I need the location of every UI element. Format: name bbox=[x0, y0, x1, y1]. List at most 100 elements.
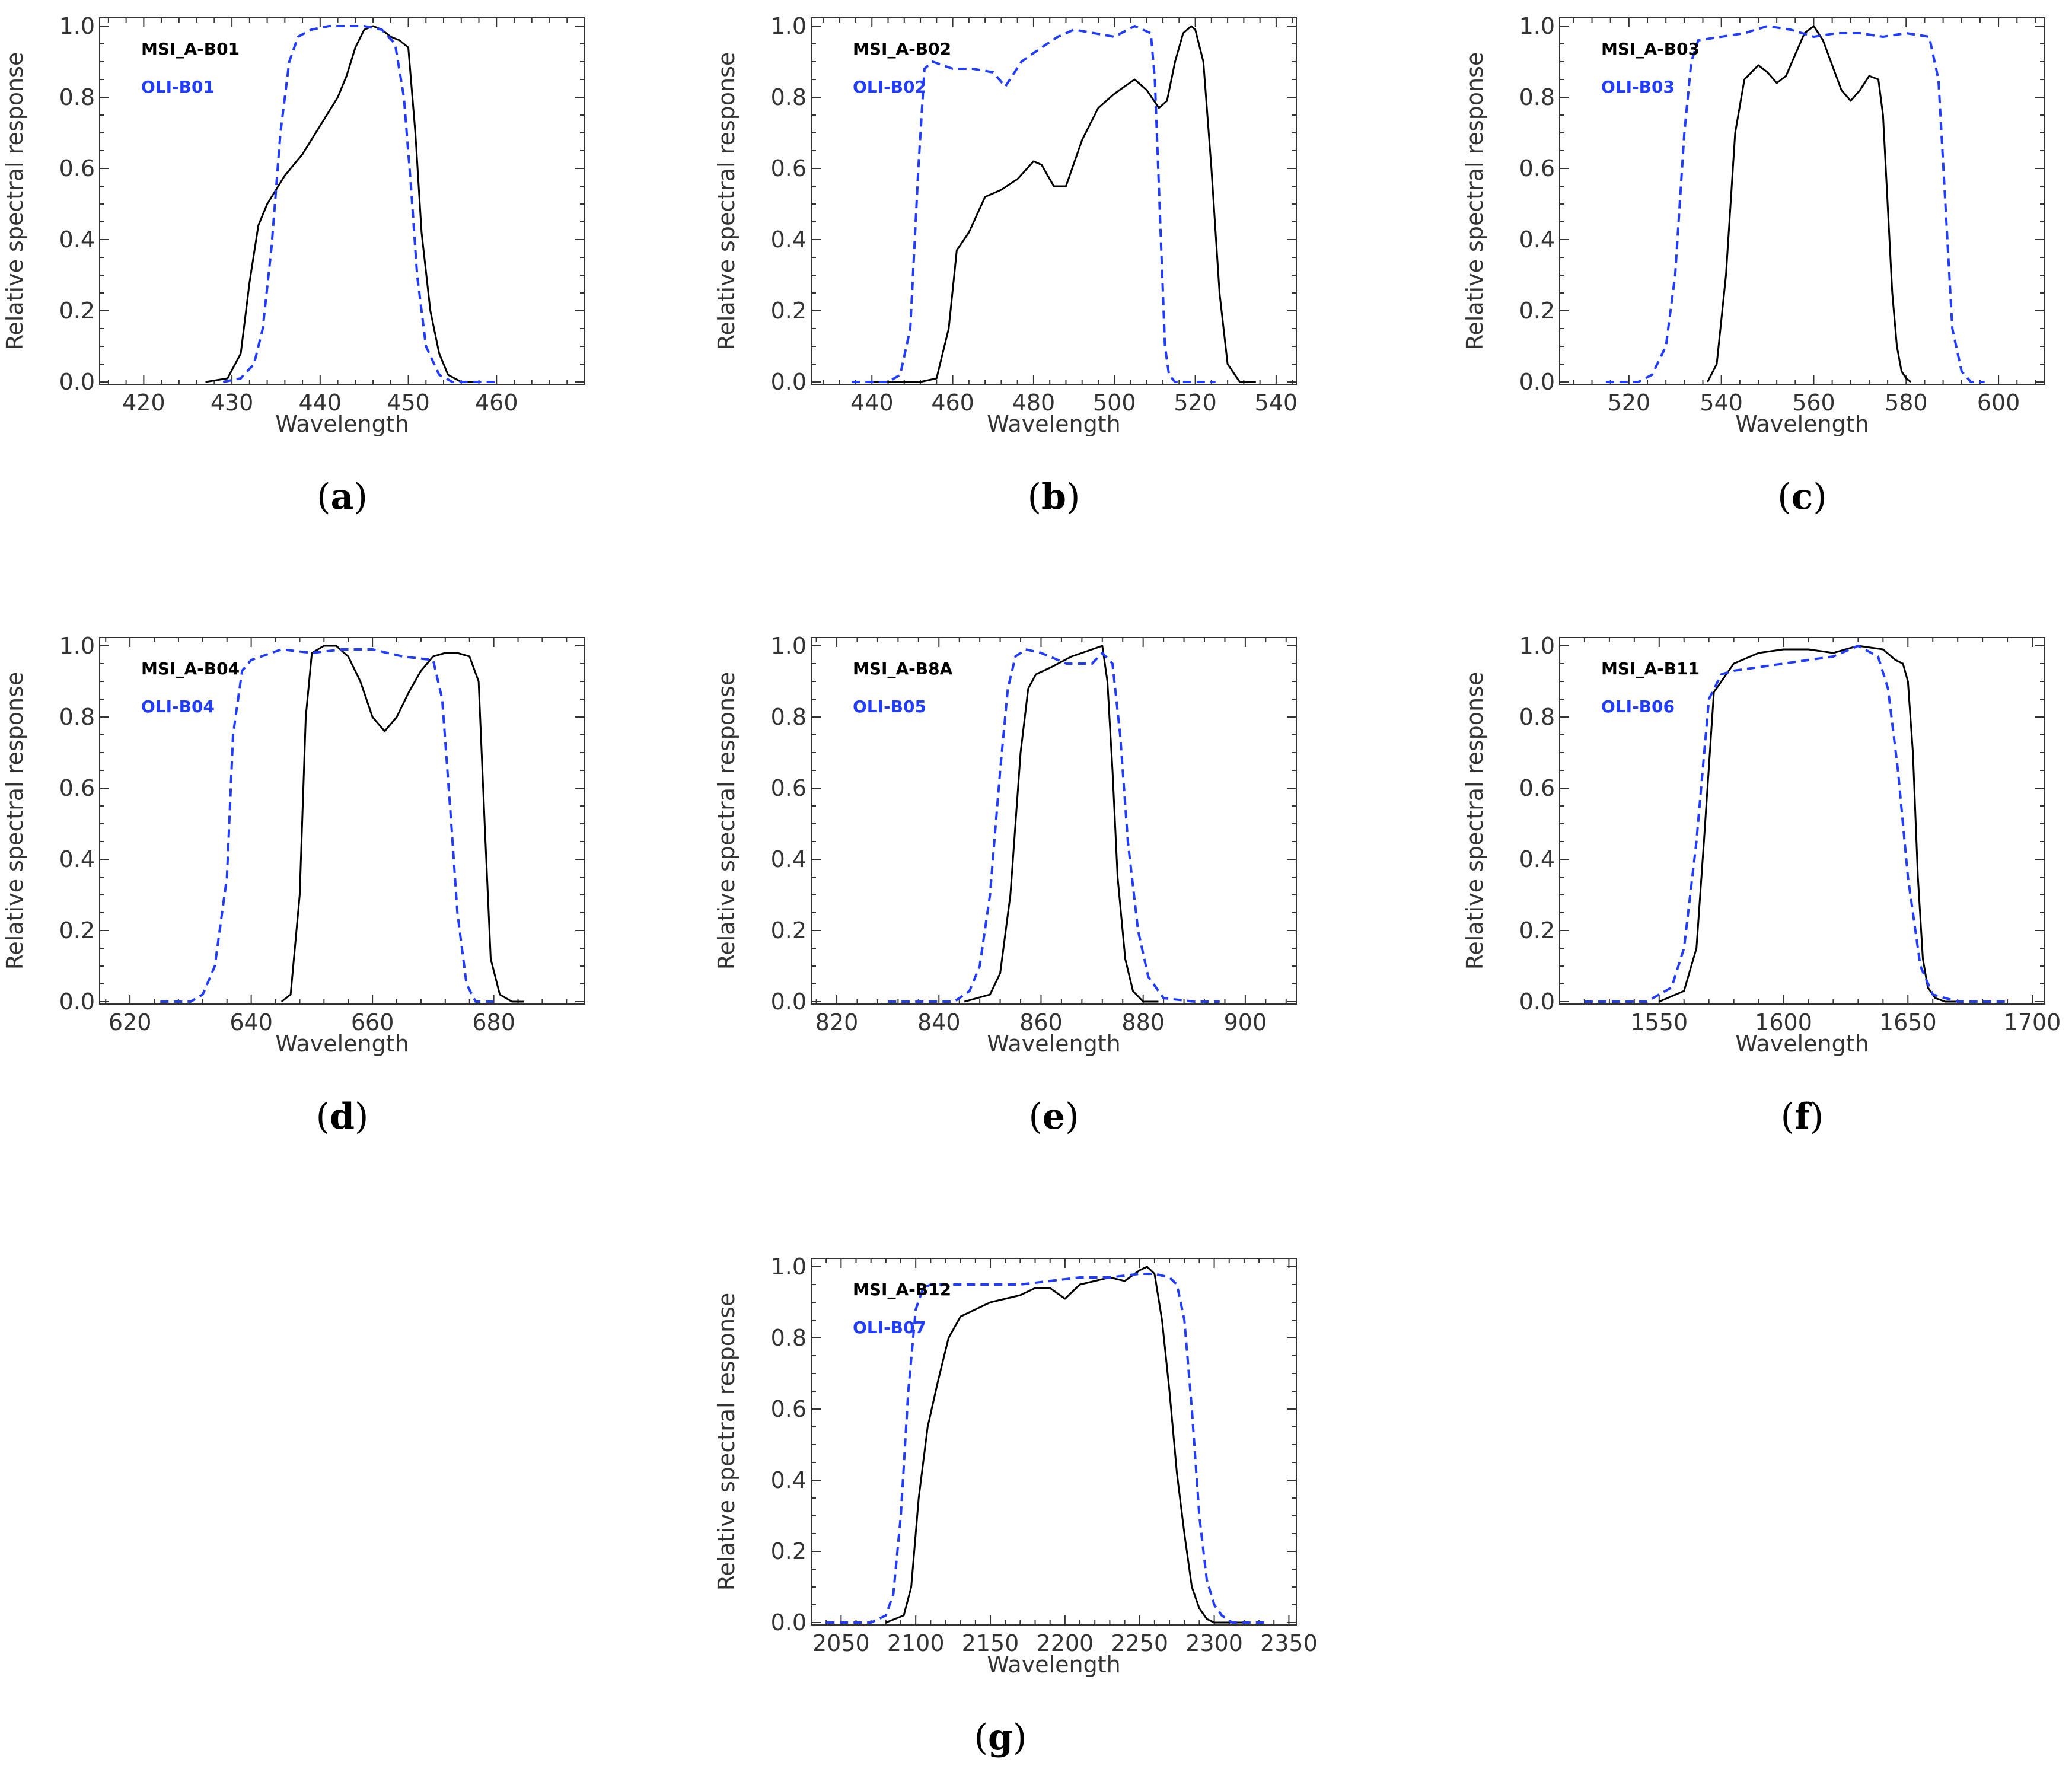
x-tick-label: 450 bbox=[387, 390, 430, 416]
series-line-msi-a-b12 bbox=[885, 1266, 1244, 1624]
series-line-oli-b06 bbox=[1584, 645, 2008, 1003]
y-tick-label: 0.2 bbox=[59, 298, 95, 324]
plot-frame bbox=[811, 637, 1297, 1005]
legend-label: OLI-B03 bbox=[1601, 77, 1675, 97]
x-tick-label: 880 bbox=[1121, 1009, 1165, 1035]
x-tick-label: 680 bbox=[472, 1009, 515, 1035]
y-tick-label: 0.8 bbox=[771, 84, 807, 110]
y-tick-label: 0.0 bbox=[59, 989, 95, 1015]
y-tick-label: 0.8 bbox=[1519, 84, 1555, 110]
chart-panel-e: 820 840 860 880 900 0.0 0.2 0.4 0.6 0.8 1.0 Wavelen… bbox=[713, 633, 1297, 1137]
chart-panel-a: 420 430 440 450 460 0.0 0.2 0.4 0.6 0.8 1.0 Wavelen… bbox=[2, 13, 585, 518]
y-tick-label: 0.4 bbox=[59, 227, 95, 253]
x-tick-label: 620 bbox=[109, 1009, 152, 1035]
y-axis-label: Relative spectral response bbox=[2, 672, 28, 970]
x-tick-label: 840 bbox=[917, 1009, 961, 1035]
y-tick-label: 0.2 bbox=[771, 917, 807, 944]
y-tick-label: 0.4 bbox=[771, 1467, 807, 1493]
plot-frame bbox=[811, 1258, 1297, 1626]
x-axis-label: Wavelength bbox=[275, 1031, 409, 1057]
y-axis-label: Relative spectral response bbox=[1462, 52, 1488, 350]
y-tick-label: 0.4 bbox=[771, 846, 807, 872]
x-tick-label: 420 bbox=[122, 390, 165, 416]
y-axis-label: Relative spectral response bbox=[713, 1293, 739, 1591]
y-tick-label: 0.8 bbox=[1519, 704, 1555, 730]
series-line-oli-b03 bbox=[1605, 25, 1985, 383]
y-tick-label: 0.8 bbox=[771, 704, 807, 730]
x-tick-label: 500 bbox=[1093, 390, 1136, 416]
x-tick-label: 480 bbox=[1012, 390, 1056, 416]
y-tick-label: 0.6 bbox=[59, 775, 95, 801]
series-line-oli-b04 bbox=[160, 648, 494, 1003]
y-tick-label: 0.0 bbox=[771, 989, 807, 1015]
series-line-msi-a-b02 bbox=[872, 25, 1256, 383]
y-tick-label: 0.6 bbox=[1519, 775, 1555, 801]
x-tick-label: 440 bbox=[850, 390, 894, 416]
chart-panel-d: 620 640 660 680 0.0 0.2 0.4 0.6 0.8 1.0 Wavelength… bbox=[2, 633, 585, 1137]
x-tick-label: 2350 bbox=[1260, 1630, 1318, 1656]
series-line-msi-a-b03 bbox=[1706, 25, 1912, 383]
y-tick-label: 1.0 bbox=[1519, 13, 1555, 39]
legend-label: MSI_A-B12 bbox=[853, 1280, 951, 1299]
plot-frame bbox=[99, 17, 585, 385]
chart-panel-c: 520 540 560 580 600 0.0 0.2 0.4 0.6 0.8 1.0 Wavelen… bbox=[1462, 13, 2045, 518]
y-tick-label: 0.6 bbox=[1519, 155, 1555, 181]
x-axis-label: Wavelength bbox=[987, 1652, 1120, 1678]
y-tick-label: 0.6 bbox=[771, 155, 807, 181]
legend-label: OLI-B07 bbox=[853, 1318, 926, 1337]
x-tick-label: 440 bbox=[299, 390, 342, 416]
panel-caption: (b) bbox=[1028, 476, 1080, 518]
series-line-msi-a-b8a bbox=[964, 645, 1159, 1003]
y-tick-label: 0.8 bbox=[59, 84, 95, 110]
y-tick-label: 1.0 bbox=[1519, 633, 1555, 659]
x-tick-label: 640 bbox=[229, 1009, 273, 1035]
y-tick-label: 1.0 bbox=[771, 13, 807, 39]
panel-caption: (e) bbox=[1028, 1096, 1079, 1137]
x-tick-label: 520 bbox=[1174, 390, 1217, 416]
x-tick-label: 860 bbox=[1019, 1009, 1063, 1035]
x-tick-label: 580 bbox=[1885, 390, 1928, 416]
legend-label: OLI-B01 bbox=[141, 77, 215, 97]
y-tick-label: 0.6 bbox=[59, 155, 95, 181]
x-tick-label: 1550 bbox=[1630, 1009, 1688, 1035]
series-line-oli-b05 bbox=[888, 648, 1220, 1003]
x-tick-label: 2250 bbox=[1111, 1630, 1168, 1656]
y-tick-label: 0.8 bbox=[771, 1325, 807, 1351]
chart-panel-g: 2050 2100 2150 2200 2250 2300 2350 0.0 0.2 0.4 0.6… bbox=[713, 1254, 1318, 1758]
panel-caption: (f) bbox=[1781, 1096, 1824, 1137]
y-tick-label: 0.4 bbox=[1519, 227, 1555, 253]
series-line-oli-b01 bbox=[222, 25, 497, 383]
x-tick-label: 660 bbox=[351, 1009, 394, 1035]
y-tick-label: 0.0 bbox=[771, 1609, 807, 1636]
y-tick-label: 1.0 bbox=[771, 633, 807, 659]
y-axis-label: Relative spectral response bbox=[713, 52, 739, 350]
plot-frame bbox=[1559, 17, 2045, 385]
x-tick-label: 1650 bbox=[1879, 1009, 1937, 1035]
x-axis-label: Wavelength bbox=[987, 411, 1120, 437]
series-line-msi-a-b04 bbox=[280, 645, 524, 1003]
x-tick-label: 600 bbox=[1977, 390, 2020, 416]
x-tick-label: 2050 bbox=[812, 1630, 870, 1656]
x-tick-label: 540 bbox=[1700, 390, 1743, 416]
y-tick-label: 0.0 bbox=[59, 369, 95, 395]
legend-label: MSI_A-B03 bbox=[1601, 39, 1700, 59]
series-line-oli-b07 bbox=[826, 1273, 1267, 1624]
legend-label: OLI-B05 bbox=[853, 697, 926, 716]
y-tick-label: 0.4 bbox=[771, 227, 807, 253]
x-tick-label: 520 bbox=[1608, 390, 1651, 416]
series-line-oli-b02 bbox=[852, 25, 1216, 383]
legend-label: MSI_A-B04 bbox=[141, 659, 240, 678]
legend-label: MSI_A-B02 bbox=[853, 39, 951, 59]
y-axis-label: Relative spectral response bbox=[1462, 672, 1488, 970]
y-tick-label: 1.0 bbox=[771, 1254, 807, 1280]
x-axis-label: Wavelength bbox=[1735, 1031, 1869, 1057]
y-tick-label: 0.6 bbox=[771, 775, 807, 801]
x-tick-label: 560 bbox=[1792, 390, 1835, 416]
x-axis-label: Wavelength bbox=[987, 1031, 1120, 1057]
x-axis-label: Wavelength bbox=[1735, 411, 1869, 437]
legend-label: OLI-B06 bbox=[1601, 697, 1675, 716]
plot-frame bbox=[811, 17, 1297, 385]
series-line-msi-a-b11 bbox=[1659, 645, 1958, 1003]
legend-label: OLI-B02 bbox=[853, 77, 926, 97]
x-tick-label: 540 bbox=[1255, 390, 1298, 416]
